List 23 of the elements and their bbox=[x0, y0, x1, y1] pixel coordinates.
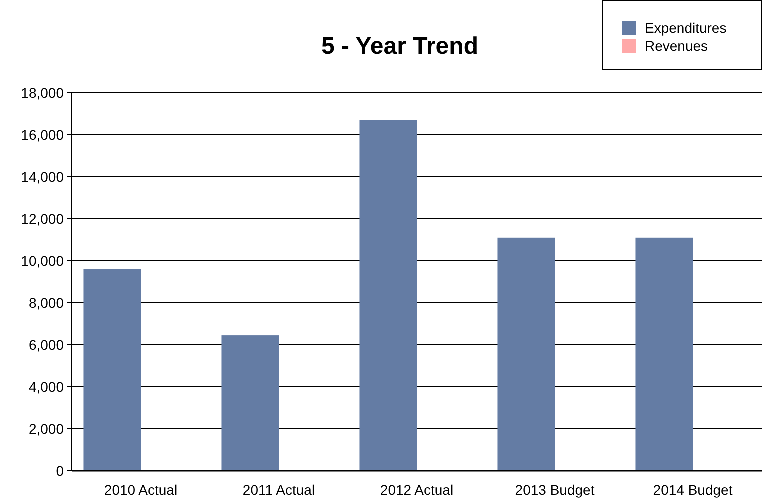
y-tick-label: 2,000 bbox=[28, 420, 64, 437]
x-tick-label: 2011 Actual bbox=[242, 482, 316, 498]
bar bbox=[360, 120, 417, 471]
legend-label: Revenues bbox=[645, 38, 708, 54]
bar bbox=[222, 336, 279, 471]
legend-label: Expenditures bbox=[645, 20, 727, 36]
y-tick-label: 10,000 bbox=[21, 252, 64, 269]
y-tick-label: 0 bbox=[56, 462, 64, 479]
x-tick-label: 2012 Actual bbox=[380, 482, 454, 498]
chart-title: 5 - Year Trend bbox=[322, 33, 478, 60]
y-tick-label: 6,000 bbox=[28, 336, 64, 353]
bar bbox=[84, 269, 141, 471]
x-tick-label: 2013 Budget bbox=[515, 482, 595, 498]
bar bbox=[636, 238, 693, 471]
bar bbox=[498, 238, 555, 471]
x-tick-label: 2010 Actual bbox=[104, 482, 178, 498]
x-tick-label: 2014 Budget bbox=[653, 482, 733, 498]
y-tick-label: 14,000 bbox=[21, 168, 64, 185]
y-tick-label: 18,000 bbox=[21, 84, 64, 101]
y-tick-label: 16,000 bbox=[21, 126, 64, 143]
y-tick-label: 8,000 bbox=[28, 294, 64, 311]
y-tick-label: 12,000 bbox=[21, 210, 64, 227]
y-tick-label: 4,000 bbox=[28, 378, 64, 395]
